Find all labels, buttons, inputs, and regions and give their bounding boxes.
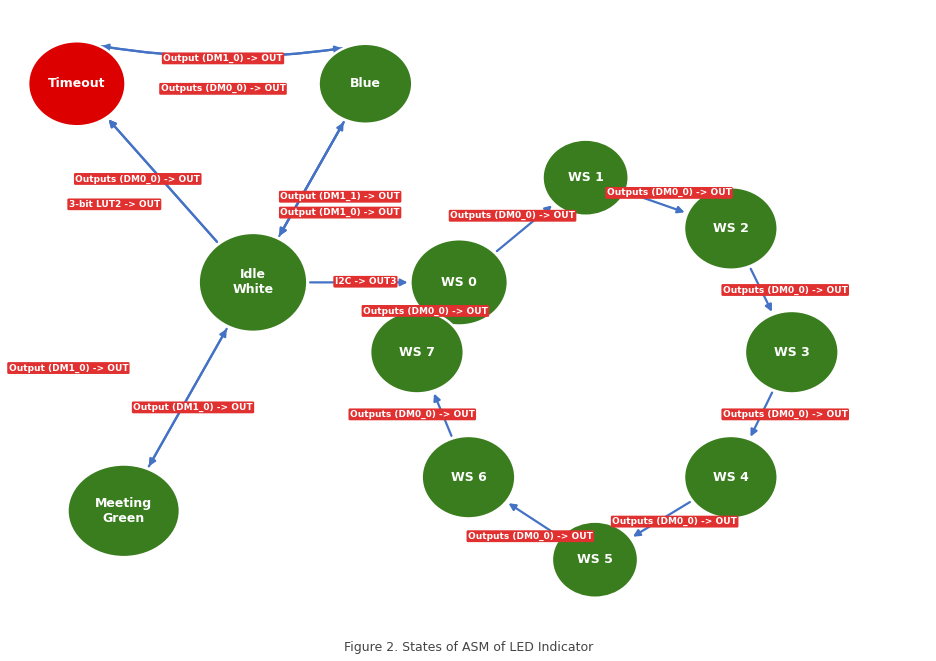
FancyArrowPatch shape — [310, 280, 404, 285]
Text: Outputs (DM0_0) -> OUT: Outputs (DM0_0) -> OUT — [160, 84, 285, 93]
Text: Output (DM1_1) -> OUT: Output (DM1_1) -> OUT — [280, 192, 400, 202]
Text: Outputs (DM0_0) -> OUT: Outputs (DM0_0) -> OUT — [606, 188, 731, 198]
FancyArrowPatch shape — [496, 207, 549, 251]
Text: Outputs (DM0_0) -> OUT: Outputs (DM0_0) -> OUT — [611, 517, 737, 526]
FancyArrowPatch shape — [280, 122, 344, 234]
FancyArrowPatch shape — [434, 396, 451, 436]
Text: Idle
White: Idle White — [232, 268, 273, 296]
Ellipse shape — [67, 465, 180, 557]
Text: 3-bit LUT2 -> OUT: 3-bit LUT2 -> OUT — [68, 200, 160, 209]
FancyArrowPatch shape — [437, 312, 442, 319]
FancyArrowPatch shape — [110, 122, 217, 242]
Text: WS 4: WS 4 — [712, 471, 748, 484]
Text: Output (DM1_0) -> OUT: Output (DM1_0) -> OUT — [163, 54, 283, 63]
Text: WS 6: WS 6 — [450, 471, 486, 484]
Text: WS 2: WS 2 — [712, 222, 748, 235]
Ellipse shape — [683, 436, 777, 518]
Text: WS 0: WS 0 — [441, 276, 476, 289]
Text: Output (DM1_0) -> OUT: Output (DM1_0) -> OUT — [280, 208, 400, 217]
Text: Timeout: Timeout — [48, 77, 106, 91]
FancyArrowPatch shape — [280, 122, 344, 234]
FancyArrowPatch shape — [149, 331, 226, 467]
Ellipse shape — [28, 41, 125, 126]
Text: Outputs (DM0_0) -> OUT: Outputs (DM0_0) -> OUT — [722, 410, 847, 419]
Ellipse shape — [683, 187, 777, 270]
Ellipse shape — [370, 311, 463, 393]
Text: WS 3: WS 3 — [773, 346, 809, 359]
Text: Figure 2. States of ASM of LED Indicator: Figure 2. States of ASM of LED Indicator — [344, 641, 592, 654]
Ellipse shape — [551, 522, 637, 598]
Ellipse shape — [410, 239, 507, 325]
Ellipse shape — [318, 44, 412, 124]
Text: Outputs (DM0_0) -> OUT: Outputs (DM0_0) -> OUT — [449, 211, 575, 220]
Text: Outputs (DM0_0) -> OUT: Outputs (DM0_0) -> OUT — [362, 306, 488, 315]
Ellipse shape — [744, 311, 838, 393]
FancyArrowPatch shape — [510, 504, 558, 535]
Text: Output (DM1_0) -> OUT: Output (DM1_0) -> OUT — [8, 364, 128, 373]
FancyArrowPatch shape — [101, 46, 340, 57]
FancyArrowPatch shape — [628, 192, 681, 212]
Text: Outputs (DM0_0) -> OUT: Outputs (DM0_0) -> OUT — [467, 531, 592, 541]
Text: Blue: Blue — [349, 77, 381, 91]
FancyArrowPatch shape — [110, 122, 217, 242]
Text: Outputs (DM0_0) -> OUT: Outputs (DM0_0) -> OUT — [349, 410, 475, 419]
Text: WS 7: WS 7 — [399, 346, 434, 359]
Text: Outputs (DM0_0) -> OUT: Outputs (DM0_0) -> OUT — [75, 175, 200, 184]
FancyArrowPatch shape — [150, 329, 227, 464]
FancyArrowPatch shape — [751, 393, 771, 434]
Ellipse shape — [198, 233, 307, 332]
Text: WS 5: WS 5 — [577, 553, 612, 566]
Text: Outputs (DM0_0) -> OUT: Outputs (DM0_0) -> OUT — [722, 286, 847, 295]
FancyArrowPatch shape — [104, 45, 342, 57]
FancyArrowPatch shape — [635, 502, 689, 535]
Text: Meeting
Green: Meeting Green — [95, 497, 152, 525]
Text: Output (DM1_0) -> OUT: Output (DM1_0) -> OUT — [133, 403, 253, 412]
Ellipse shape — [421, 436, 515, 518]
Text: I2C -> OUT3: I2C -> OUT3 — [334, 277, 396, 286]
Ellipse shape — [542, 139, 628, 215]
FancyArrowPatch shape — [279, 124, 342, 236]
Text: WS 1: WS 1 — [567, 171, 603, 184]
FancyArrowPatch shape — [750, 269, 770, 309]
